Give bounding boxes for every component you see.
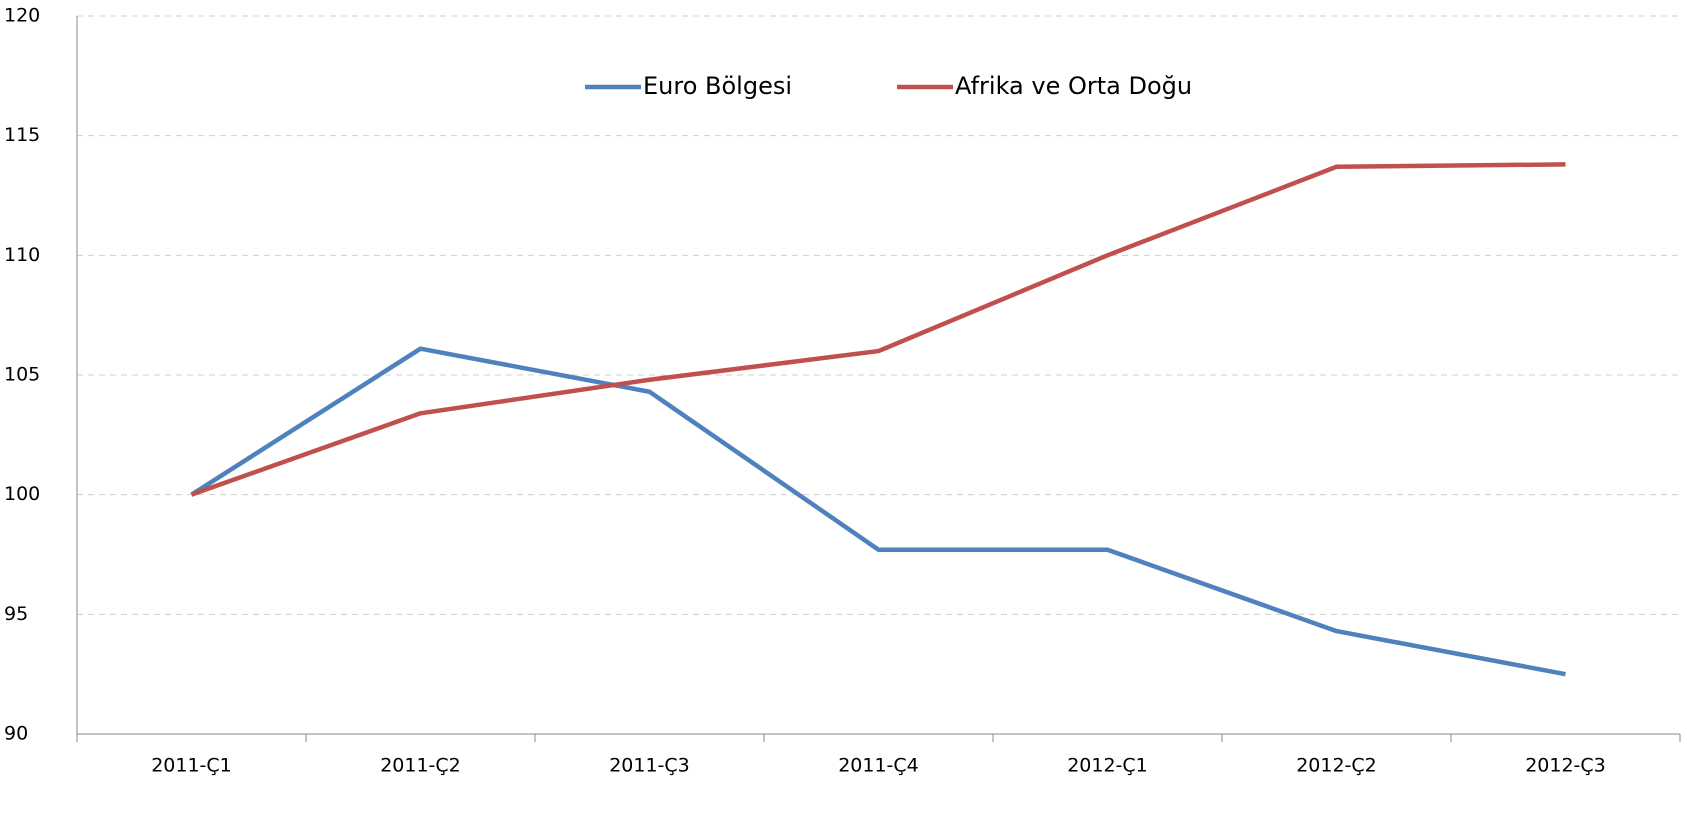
- x-tick-label: 2012-Ç1: [1067, 755, 1148, 777]
- y-tick-label: 95: [4, 603, 28, 625]
- y-tick-label: 90: [4, 723, 28, 745]
- line-series: [190, 162, 1566, 497]
- x-tick-label: 2011-Ç4: [838, 755, 919, 777]
- y-tick-label: 115: [4, 124, 40, 146]
- x-tick-label: 2012-Ç2: [1296, 755, 1377, 777]
- x-tick-label: 2012-Ç3: [1525, 755, 1606, 777]
- x-tick-label: 2011-Ç1: [151, 755, 232, 777]
- y-tick-label: 100: [4, 483, 40, 505]
- x-tick-label: 2011-Ç2: [380, 755, 461, 777]
- y-tick-label: 120: [4, 5, 40, 27]
- x-tick-label: 2011-Ç3: [609, 755, 690, 777]
- legend-label: Afrika ve Orta Doğu: [955, 72, 1192, 100]
- line-series: [190, 346, 1566, 677]
- y-tick-label: 110: [4, 244, 40, 266]
- y-tick-label: 105: [4, 364, 40, 386]
- legend: Euro Bölgesi Afrika ve Orta Doğu: [585, 72, 1192, 100]
- legend-label: Euro Bölgesi: [643, 72, 792, 100]
